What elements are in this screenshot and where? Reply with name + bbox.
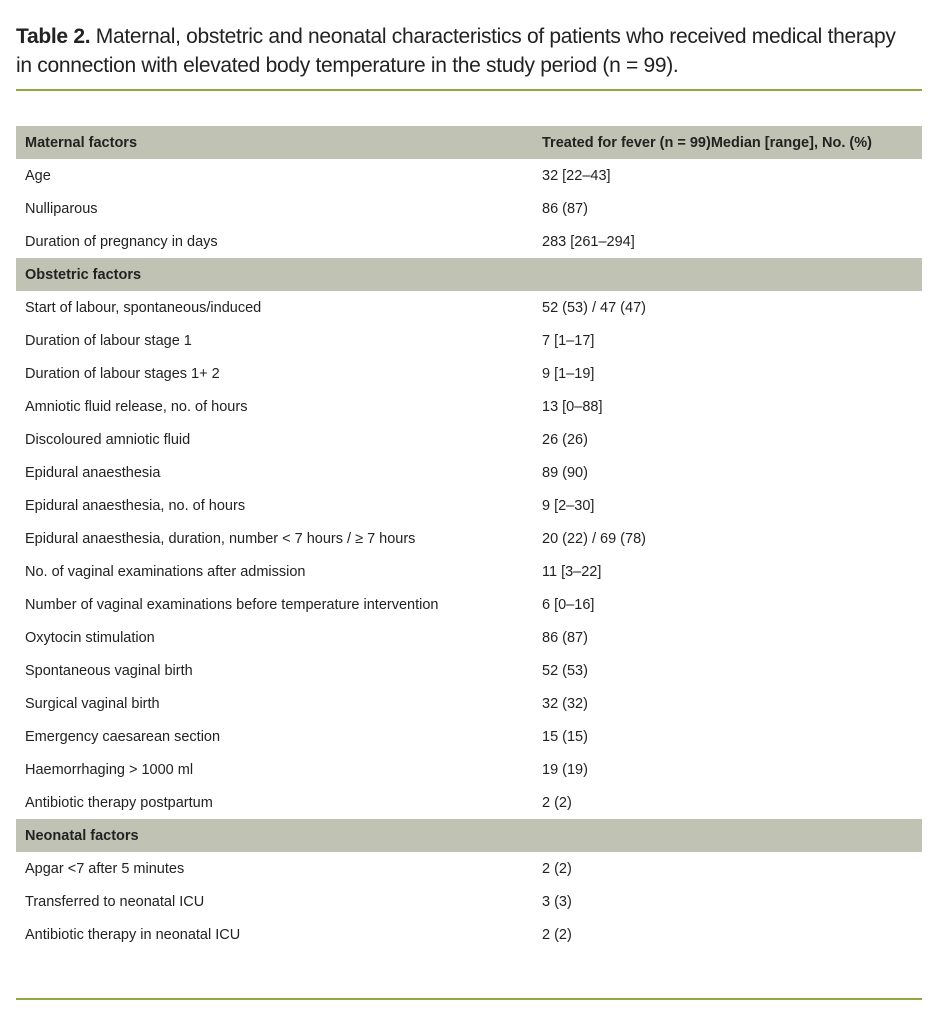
- bottom-rule: [16, 998, 922, 1000]
- table-row: Surgical vaginal birth 32 (32): [16, 687, 922, 720]
- row-label: Duration of pregnancy in days: [25, 233, 218, 250]
- table-row: Transferred to neonatal ICU 3 (3): [16, 885, 922, 918]
- row-label: Start of labour, spontaneous/induced: [25, 299, 262, 316]
- row-value: 32 [22–43]: [542, 167, 611, 184]
- table-row: Duration of labour stage 1 7 [1–17]: [16, 324, 922, 357]
- table-row: Antibiotic therapy in neonatal ICU 2 (2): [16, 918, 922, 951]
- row-value: 26 (26): [542, 431, 588, 448]
- row-label: Antibiotic therapy in neonatal ICU: [25, 926, 241, 943]
- row-value: 11 [3–22]: [542, 563, 602, 580]
- row-label: Transferred to neonatal ICU: [25, 893, 205, 910]
- table-row: Start of labour, spontaneous/induced 52 (…: [16, 291, 922, 324]
- section-title: Obstetric factors: [16, 258, 534, 291]
- table-row: Epidural anaesthesia 89 (90): [16, 456, 922, 489]
- row-label: Apgar <7 after 5 minutes: [25, 860, 185, 877]
- row-value: 9 [2–30]: [542, 497, 595, 514]
- section-title: Maternal factors: [16, 126, 534, 159]
- table-row: Haemorrhaging > 1000 ml 19 (19): [16, 753, 922, 786]
- row-value: 9 [1–19]: [542, 365, 595, 382]
- row-value: 7 [1–17]: [542, 332, 595, 349]
- table-row: No. of vaginal examinations after admiss…: [16, 555, 922, 588]
- row-label: Discoloured amniotic fluid: [25, 431, 191, 448]
- table-row: Apgar <7 after 5 minutes 2 (2): [16, 852, 922, 885]
- table-row: Antibiotic therapy postpartum 2 (2): [16, 786, 922, 819]
- table-row: Emergency caesarean section 15 (15): [16, 720, 922, 753]
- row-value: 52 (53): [542, 662, 588, 679]
- row-label: Amniotic fluid release, no. of hours: [25, 398, 248, 415]
- row-label: Nulliparous: [25, 200, 98, 217]
- row-label: Spontaneous vaginal birth: [25, 662, 193, 679]
- table-row: Age 32 [22–43]: [16, 159, 922, 192]
- row-label: Duration of labour stage 1: [25, 332, 192, 349]
- table-row: Spontaneous vaginal birth 52 (53): [16, 654, 922, 687]
- characteristics-table: Maternal factors Treated for fever (n = 9…: [16, 126, 922, 951]
- row-value: 89 (90): [542, 464, 588, 481]
- table-row: Oxytocin stimulation 86 (87): [16, 621, 922, 654]
- table-label: Table 2.: [16, 25, 91, 48]
- section-title: Neonatal factors: [16, 819, 534, 852]
- caption-text: Maternal, obstetric and neonatal charact…: [16, 25, 896, 77]
- section-column-header: Treated for fever (n = 99)Median [range]…: [534, 126, 922, 159]
- row-value: 2 (2): [542, 860, 572, 877]
- row-label: Oxytocin stimulation: [25, 629, 155, 646]
- row-label: Epidural anaesthesia, duration, number <…: [25, 530, 416, 547]
- row-label: Age: [25, 167, 51, 184]
- table-row: Amniotic fluid release, no. of hours 13 […: [16, 390, 922, 423]
- row-label: Emergency caesarean section: [25, 728, 221, 745]
- row-value: 19 (19): [542, 761, 588, 778]
- table-row: Epidural anaesthesia, duration, number <…: [16, 522, 922, 555]
- row-value: 3 (3): [542, 893, 572, 910]
- row-value: 2 (2): [542, 794, 572, 811]
- row-value: 32 (32): [542, 695, 588, 712]
- table-row: Number of vaginal examinations before te…: [16, 588, 922, 621]
- row-value: 86 (87): [542, 200, 588, 217]
- section-column-header: [534, 258, 922, 291]
- row-value: 2 (2): [542, 926, 572, 943]
- row-value: 86 (87): [542, 629, 588, 646]
- row-value: 20 (22) / 69 (78): [542, 530, 646, 547]
- row-label: Number of vaginal examinations before te…: [25, 596, 439, 613]
- section-header: Maternal factors Treated for fever (n = 9…: [16, 126, 922, 159]
- row-value: 6 [0–16]: [542, 596, 595, 613]
- row-value: 13 [0–88]: [542, 398, 603, 415]
- section-header: Obstetric factors: [16, 258, 922, 291]
- table-row: Duration of labour stages 1+ 2 9 [1–19]: [16, 357, 922, 390]
- row-label: Epidural anaesthesia, no. of hours: [25, 497, 246, 514]
- table-row: Epidural anaesthesia, no. of hours 9 [2–3…: [16, 489, 922, 522]
- row-value: 283 [261–294]: [542, 233, 635, 250]
- table-row: Discoloured amniotic fluid 26 (26): [16, 423, 922, 456]
- section-header: Neonatal factors: [16, 819, 922, 852]
- top-rule: [16, 89, 922, 91]
- row-label: Haemorrhaging > 1000 ml: [25, 761, 194, 778]
- table-row: Nulliparous 86 (87): [16, 192, 922, 225]
- row-label: Surgical vaginal birth: [25, 695, 160, 712]
- row-label: No. of vaginal examinations after admiss…: [25, 563, 306, 580]
- row-value: 52 (53) / 47 (47): [542, 299, 646, 316]
- row-label: Epidural anaesthesia: [25, 464, 161, 481]
- table-caption: Table 2. Maternal, obstetric and neonata…: [16, 22, 916, 80]
- row-label: Duration of labour stages 1+ 2: [25, 365, 220, 382]
- section-column-header: [534, 819, 922, 852]
- row-label: Antibiotic therapy postpartum: [25, 794, 213, 811]
- table-row: Duration of pregnancy in days 283 [261–29…: [16, 225, 922, 258]
- row-value: 15 (15): [542, 728, 588, 745]
